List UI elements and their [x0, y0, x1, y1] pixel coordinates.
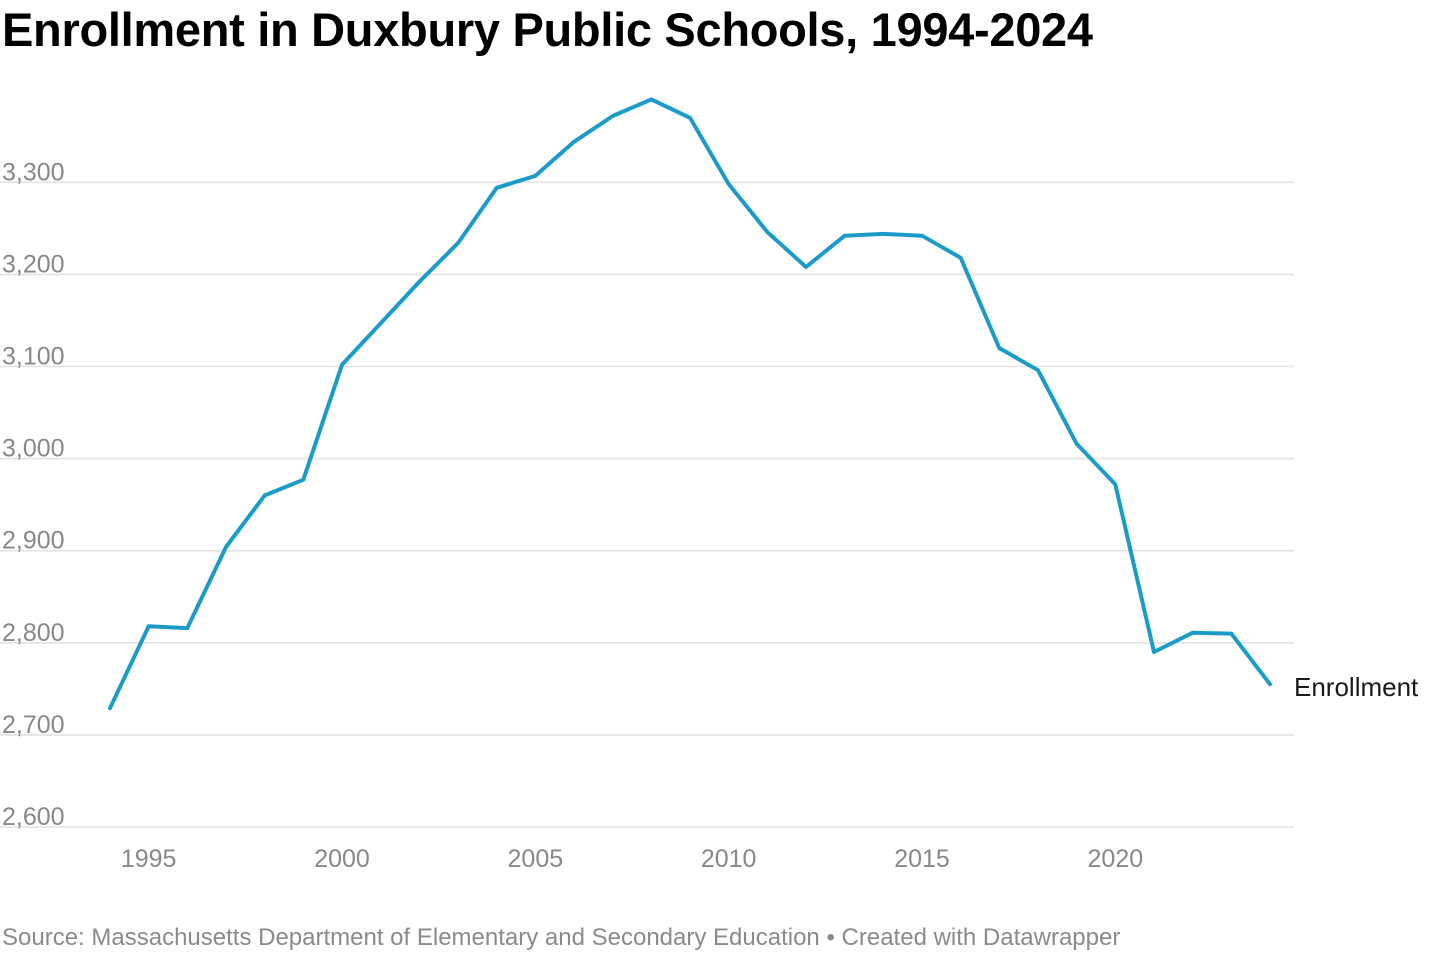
x-axis-tick-labels: 1995 2000 2005 2010 2015 2020 [121, 845, 1143, 873]
source-note: Source: Massachusetts Department of Elem… [2, 924, 820, 951]
series-line-enrollment [108, 97, 1272, 711]
x-tick-label: 2000 [314, 845, 370, 873]
y-tick-label: 3,000 [2, 435, 65, 463]
y-tick-label: 2,800 [2, 619, 65, 647]
y-tick-label: 3,300 [2, 158, 65, 186]
footer-separator: • [826, 924, 835, 951]
y-tick-label: 2,700 [2, 711, 65, 739]
series-label-enrollment: Enrollment [1294, 672, 1419, 702]
series-layer: Enrollment [108, 97, 1419, 711]
x-tick-label: 1995 [121, 845, 177, 873]
chart-footer: Source: Massachusetts Department of Elem… [2, 924, 1120, 952]
y-tick-label: 3,200 [2, 250, 65, 278]
x-tick-label: 2005 [508, 845, 564, 873]
x-tick-label: 2020 [1088, 845, 1144, 873]
x-tick-label: 2010 [701, 845, 757, 873]
chart-title: Enrollment in Duxbury Public Schools, 19… [2, 3, 1093, 56]
y-tick-label: 2,900 [2, 527, 65, 555]
y-tick-label: 2,600 [2, 803, 65, 831]
y-tick-label: 3,100 [2, 343, 65, 371]
credit-note: Created with Datawrapper [841, 924, 1121, 951]
x-tick-label: 2015 [894, 845, 950, 873]
y-axis-tick-labels: 2,600 2,700 2,800 2,900 3,000 3,100 3,200 3,300 [2, 158, 65, 831]
grid-layer [0, 181, 1294, 828]
